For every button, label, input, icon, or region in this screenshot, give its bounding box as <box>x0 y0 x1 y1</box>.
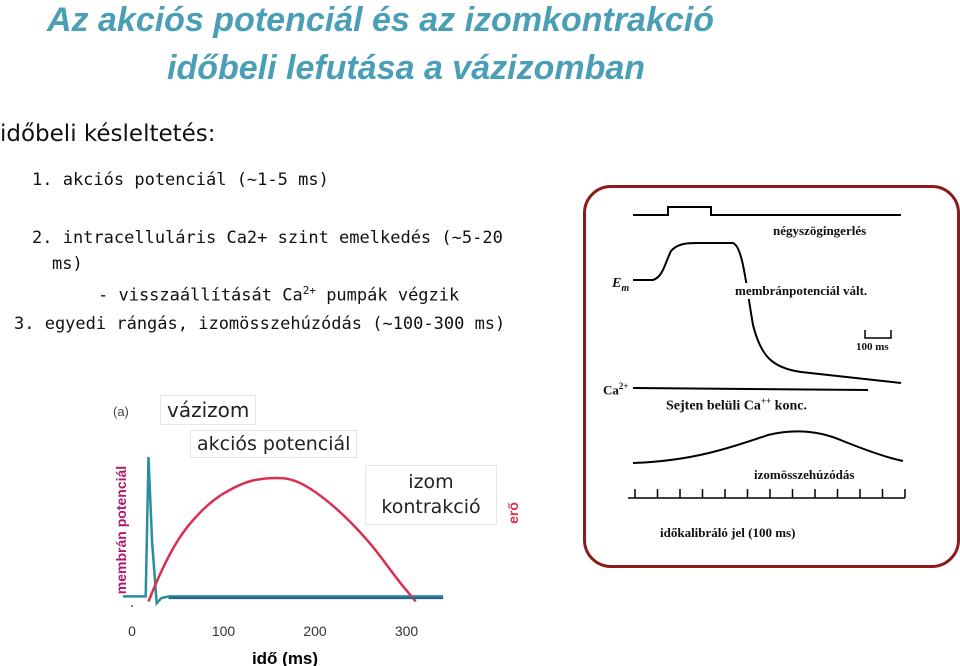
tag-muscle-contraction: izom kontrakció <box>365 465 497 525</box>
y-axis-label-right: erő <box>505 502 521 524</box>
contraction-trace <box>632 430 904 464</box>
title-line-2: időbeli lefutása a vázizomban <box>167 49 646 87</box>
tag-action-potential: akciós potenciál <box>190 430 358 458</box>
calibration-ticks <box>634 489 906 498</box>
square-stimulus-trace <box>633 206 901 216</box>
label-scale: 100 ms <box>856 341 889 353</box>
right-figure-frame <box>583 185 960 568</box>
label-muscle-contraction: izomösszehúzódás <box>754 467 855 482</box>
list-item-2-line-2: ms) <box>52 254 83 274</box>
action-potential-line <box>122 456 444 607</box>
label-time-calibration: időkalibráló jel (100 ms) <box>660 525 796 540</box>
panel-letter: (a) <box>113 404 129 419</box>
label-calcium-concentration: Sejten belüli Ca++ konc. <box>666 396 807 414</box>
membrane-potential-trace <box>633 242 902 384</box>
title-line-1: Az akciós potenciál és az izomkontrakció <box>47 1 715 39</box>
x-tick-0: 0 <box>128 623 136 639</box>
label-membrane-potential: membránpotenciál vált. <box>735 283 868 299</box>
tag-contraction-line-1: izom <box>408 471 454 493</box>
label-square-stimulus: négyszögingerlés <box>773 223 867 238</box>
list-item-1: 1. akciós potenciál (~1-5 ms) <box>32 170 329 190</box>
label-em: Em <box>612 276 630 294</box>
tag-skeletal-muscle: vázizom <box>160 395 257 425</box>
list-item-2-line-1: 2. intracelluláris Ca2+ szint emelkedés … <box>32 228 503 248</box>
x-tick-300: 300 <box>395 623 419 639</box>
calcium-trace <box>632 387 869 391</box>
right-figure-traces <box>628 206 906 499</box>
x-axis-label: idő (ms) <box>252 649 318 666</box>
left-chart: (a) 0 100 200 300 idő (ms) membrán potenciá… <box>113 404 521 666</box>
force-line <box>147 476 417 603</box>
x-tick-100: 100 <box>212 623 236 639</box>
y-axis-label-left: membrán potenciál <box>113 466 129 594</box>
label-calcium: Ca2+ <box>603 381 629 398</box>
scale-bar <box>864 330 892 339</box>
x-tick-labels: 0 100 200 300 <box>128 623 418 639</box>
x-tick-200: 200 <box>303 623 327 639</box>
subtitle-delay: időbeli késleltetés: <box>0 121 216 147</box>
tag-contraction-line-2: kontrakció <box>381 496 481 518</box>
list-item-2-sub: - visszaállítását Ca2+ pumpák végzik <box>98 284 460 306</box>
list-item-3: 3. egyedi rángás, izomösszehúzódás (~100… <box>14 314 506 334</box>
